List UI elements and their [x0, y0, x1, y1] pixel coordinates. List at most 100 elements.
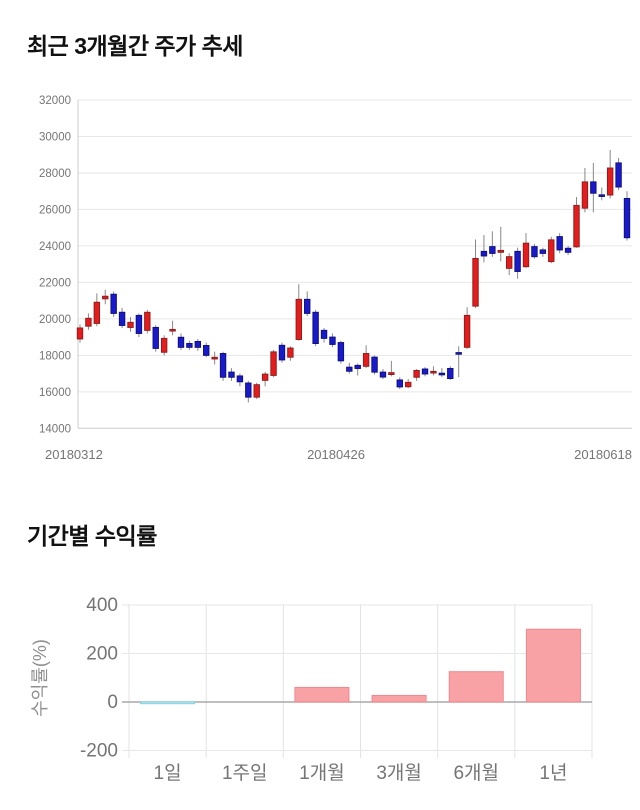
candle-body-down: [455, 352, 462, 355]
x-axis-tick-label: 20180618: [574, 447, 632, 462]
candle-body-up: [548, 239, 555, 263]
candle-body-down: [438, 372, 446, 376]
candle-body-up: [430, 370, 437, 374]
price-candlestick-chart: 32000 30000 28000 26000 24000 22000 20000 18000…: [39, 95, 632, 462]
candle-body-up: [573, 204, 580, 248]
candle-body-up: [405, 381, 412, 388]
candle-body-down: [590, 181, 597, 194]
candle-body-up: [505, 256, 513, 269]
candle-body-up: [362, 353, 370, 367]
candle-body-up: [606, 167, 614, 196]
candle-body-down: [489, 246, 496, 254]
candle-body-down: [177, 336, 185, 348]
candle-body-down: [194, 340, 202, 348]
candle-body-up: [127, 321, 134, 328]
candle-body-up: [76, 327, 84, 340]
candle-body-up: [169, 328, 176, 332]
candle-body-down: [236, 375, 244, 383]
candle-body-down: [245, 382, 252, 398]
candle-body-up: [261, 373, 269, 381]
return-bar-positive: [371, 694, 427, 703]
x-axis-category-label: 3개월: [376, 762, 422, 784]
candle-body-down: [304, 298, 311, 314]
candle-body-up: [102, 295, 109, 300]
y-axis-tick-label: 26000: [39, 204, 71, 216]
candle-body-down: [228, 371, 235, 378]
candle-body-down: [329, 336, 336, 345]
candle-body-up: [295, 298, 303, 340]
candle-body-down: [278, 344, 286, 361]
y-axis-tick-label: 0: [107, 692, 118, 713]
candle-body-down: [598, 194, 605, 197]
y-axis-tick-label: 32000: [39, 95, 71, 107]
candle-body-up: [413, 369, 420, 378]
candle-body-down: [346, 366, 353, 372]
x-axis-tick-label: 20180312: [45, 447, 103, 462]
candle-body-up: [287, 347, 294, 358]
candle-body-down: [135, 314, 143, 334]
candle-body-down: [615, 162, 622, 188]
return-bar-positive: [448, 671, 504, 703]
candle-body-up: [93, 301, 101, 324]
candle-body-up: [144, 311, 151, 331]
candle-body-down: [219, 353, 227, 378]
x-axis-category-label: 1일: [154, 762, 182, 784]
candle-body-down: [118, 311, 126, 326]
candle-body-down: [312, 311, 319, 344]
candle-body-down: [623, 197, 631, 239]
y-axis-tick-label: -200: [80, 741, 118, 762]
x-axis-category-label: 1년: [539, 762, 567, 784]
candle-body-up: [522, 242, 530, 268]
candle-body-down: [186, 342, 193, 348]
return-bar-negative: [140, 701, 196, 705]
y-axis-tick-label: 28000: [39, 168, 71, 180]
candle-body-up: [463, 314, 471, 348]
candle-body-down: [379, 371, 387, 378]
y-axis-tick-label: 14000: [39, 423, 71, 435]
y-axis-tick-label: 22000: [39, 277, 71, 289]
candle-body-down: [203, 344, 210, 356]
candle-body-down: [152, 326, 159, 349]
y-axis-tick-label: 30000: [39, 131, 71, 143]
candle-body-up: [497, 249, 504, 253]
y-axis-tick-label: 18000: [39, 350, 71, 362]
y-axis-tick-label: 400: [86, 595, 118, 616]
candle-body-up: [472, 257, 479, 307]
candle-body-down: [337, 342, 345, 362]
return-bar-positive: [525, 628, 581, 703]
candle-body-down: [514, 250, 521, 272]
candle-body-up: [211, 356, 218, 360]
candle-body-down: [556, 236, 563, 251]
y-axis-tick-label: 16000: [39, 387, 71, 399]
candle-body-down: [531, 246, 538, 258]
x-axis-tick-label: 20180426: [307, 447, 365, 462]
candle-body-down: [396, 379, 403, 388]
candle-body-down: [421, 368, 429, 375]
candle-body-up: [270, 351, 277, 376]
candle-body-down: [539, 249, 547, 254]
candle-body-down: [564, 247, 572, 253]
candle-body-up: [85, 317, 92, 327]
x-axis-category-label: 1주일: [222, 762, 268, 784]
candle-body-down: [447, 367, 454, 380]
return-bar-positive: [294, 686, 350, 703]
x-axis-category-label: 6개월: [453, 762, 499, 784]
candle-body-down: [110, 293, 117, 314]
returns-bar-chart: 400 200 0 -200 1일 1주일 1개월 3개월 6개월 1년 수익률(%): [30, 595, 593, 784]
returns-chart-title: 기간별 수익률: [27, 523, 157, 549]
price-chart-title: 최근 3개월간 주가 추세: [27, 33, 243, 59]
candle-body-down: [371, 356, 378, 373]
candle-body-down: [320, 329, 328, 339]
x-axis-category-label: 1개월: [299, 762, 345, 784]
y-axis-tick-label: 200: [86, 644, 118, 665]
candle-body-up: [253, 384, 260, 398]
candle-body-up: [160, 337, 168, 353]
y-axis-tick-label: 24000: [39, 241, 71, 253]
candle-body-down: [480, 250, 488, 257]
candle-body-up: [388, 372, 395, 375]
y-axis-tick-label: 20000: [39, 314, 71, 326]
candle-body-down: [354, 364, 361, 369]
y-axis-title: 수익률(%): [30, 639, 50, 717]
candle-body-up: [581, 181, 589, 209]
